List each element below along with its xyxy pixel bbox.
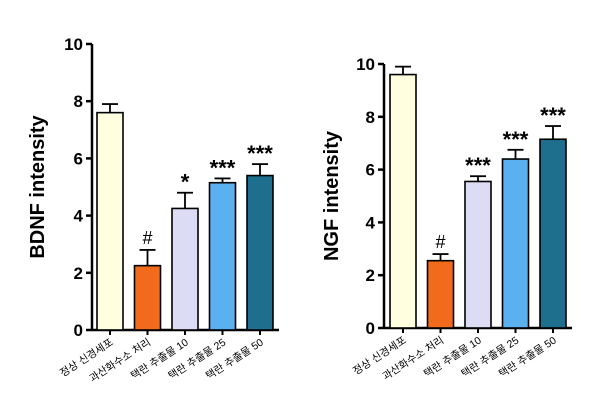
bdnf-significance-label: * <box>181 170 190 195</box>
ngf-bar <box>389 73 417 329</box>
bdnf-y-tick-label: 0 <box>74 321 83 340</box>
ngf-y-axis-label: NGF intensity <box>321 130 343 261</box>
bdnf-significance-label: # <box>142 228 152 248</box>
ngf-significance-label: *** <box>503 127 529 152</box>
bdnf-y-tick-label: 8 <box>74 92 83 111</box>
ngf-bar <box>426 259 455 329</box>
bdnf-y-tick-label: 10 <box>64 35 83 54</box>
ngf-y-tick-label: 10 <box>356 55 375 74</box>
bdnf-bar <box>208 181 237 331</box>
ngf-bar <box>501 158 530 329</box>
ngf-bar <box>539 138 567 329</box>
ngf-significance-label: # <box>435 232 445 252</box>
bdnf-y-tick-label: 4 <box>74 207 84 226</box>
bdnf-bar <box>96 111 124 331</box>
ngf-y-tick-label: 4 <box>366 213 376 232</box>
bdnf-significance-label: *** <box>247 141 273 166</box>
bdnf-bar <box>133 264 162 331</box>
ngf-y-tick-label: 6 <box>366 161 375 180</box>
bdnf-bar <box>246 174 274 331</box>
bdnf-y-tick-label: 2 <box>74 264 83 283</box>
ngf-y-tick-label: 0 <box>366 319 375 338</box>
bdnf-y-tick-label: 6 <box>74 149 83 168</box>
ngf-significance-label: *** <box>465 153 491 178</box>
bdnf-y-axis-label: BDNF intensity <box>27 114 49 258</box>
ngf-y-tick-label: 8 <box>366 108 375 127</box>
ngf-significance-label: *** <box>540 103 566 128</box>
bdnf-bar <box>171 207 199 331</box>
ngf-bar <box>464 180 492 329</box>
bdnf-significance-label: *** <box>210 155 236 180</box>
ngf-y-tick-label: 2 <box>366 266 375 285</box>
